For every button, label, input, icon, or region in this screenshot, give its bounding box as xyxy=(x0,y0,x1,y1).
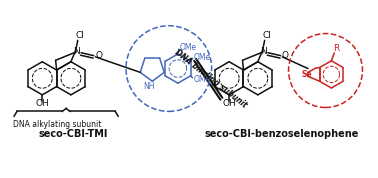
Text: OMe: OMe xyxy=(194,75,211,84)
Text: N: N xyxy=(260,46,267,56)
Text: DNA binding subunit: DNA binding subunit xyxy=(173,47,248,109)
Text: N: N xyxy=(73,46,80,56)
Text: OMe: OMe xyxy=(180,43,197,52)
Text: Cl: Cl xyxy=(262,31,271,40)
Text: O: O xyxy=(282,51,289,60)
Text: Se: Se xyxy=(302,70,312,79)
Text: seco-CBI-benzoselenophene: seco-CBI-benzoselenophene xyxy=(205,129,359,139)
Text: OH: OH xyxy=(36,99,49,108)
Text: DNA alkylating subunit: DNA alkylating subunit xyxy=(13,120,101,129)
Text: NH: NH xyxy=(144,82,155,91)
Text: Cl: Cl xyxy=(75,31,84,40)
Text: seco-CBI-TMI: seco-CBI-TMI xyxy=(39,129,108,139)
Text: O: O xyxy=(96,51,103,60)
Text: R: R xyxy=(333,44,339,53)
Text: OMe: OMe xyxy=(194,53,211,62)
Text: OH: OH xyxy=(222,99,236,108)
